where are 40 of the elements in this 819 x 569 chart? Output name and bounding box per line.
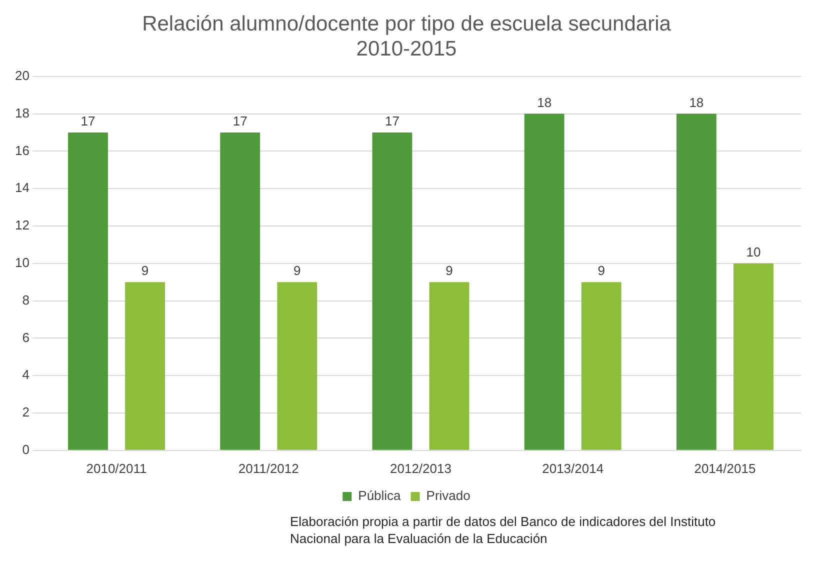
bar	[125, 282, 165, 450]
bar	[429, 282, 470, 450]
y-tick-label: 20	[14, 68, 30, 83]
y-tick-label: 2	[22, 404, 30, 420]
y-tick-label: 18	[14, 105, 30, 120]
data-label: 17	[232, 114, 248, 129]
data-label: 9	[598, 263, 605, 278]
x-tick-label: 2010/2011	[86, 460, 147, 476]
x-tick-label: 2012/2013	[390, 460, 452, 476]
chart-title: Relación alumno/docente por tipo de escuela secundaria 2010-2015	[142, 12, 672, 61]
y-tick-label: 12	[14, 218, 30, 233]
bar	[734, 263, 774, 450]
data-label: 9	[141, 263, 149, 278]
y-tick-label: 14	[14, 180, 30, 196]
data-label: 18	[689, 94, 704, 110]
bar	[581, 282, 622, 450]
legend-label: Pública	[358, 488, 402, 504]
x-tick-label: 2013/2014	[542, 460, 604, 476]
y-tick-label: 16	[14, 142, 30, 158]
bar	[220, 132, 260, 450]
y-tick-label: 0	[22, 442, 30, 457]
bar	[676, 114, 716, 450]
data-label: 18	[537, 94, 552, 110]
data-label: 17	[80, 114, 96, 129]
bar	[277, 282, 318, 450]
x-tick-label: 2011/2012	[238, 460, 299, 476]
y-tick-label: 10	[14, 254, 30, 270]
data-label: 10	[746, 244, 761, 260]
bar	[68, 132, 108, 450]
data-label: 9	[446, 263, 453, 278]
bar	[372, 132, 412, 450]
legend-label: Privado	[426, 488, 470, 504]
y-tick-label: 4	[22, 367, 30, 382]
y-tick-label: 6	[22, 330, 30, 345]
data-label: 17	[384, 114, 400, 129]
data-label: 9	[294, 263, 301, 278]
y-tick-label: 8	[22, 292, 30, 308]
x-tick-label: 2014/2015	[694, 460, 756, 476]
text: Elaboración propia a partir de datos del Banco de indicadores del Instituto Nacional para la Evaluación de la Educación	[290, 513, 717, 547]
bar	[524, 114, 564, 450]
